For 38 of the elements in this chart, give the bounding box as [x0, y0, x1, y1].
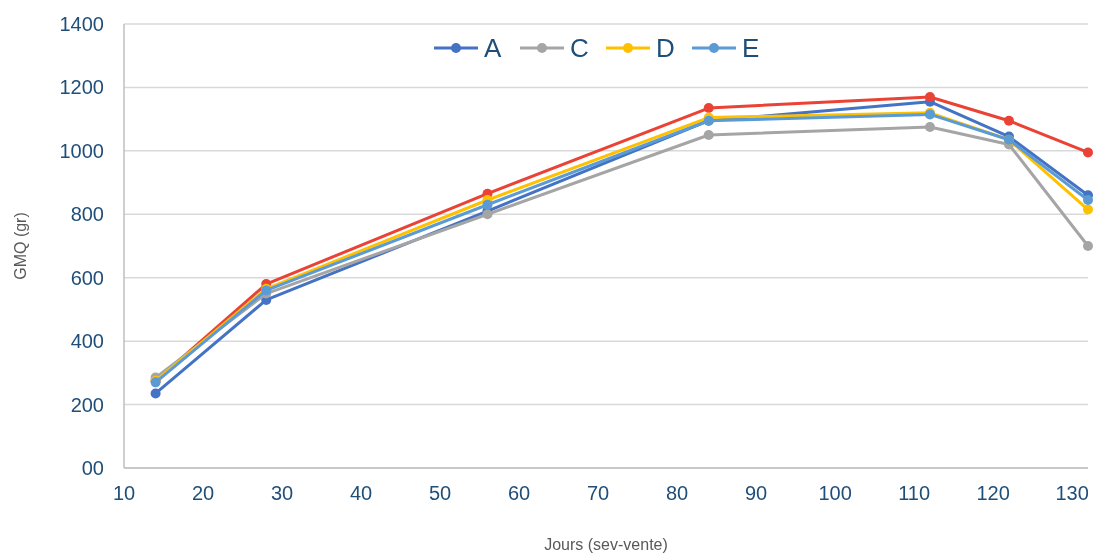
y-axis-title: GMQ (gr) — [12, 212, 29, 280]
x-tick-label: 70 — [586, 482, 610, 504]
x-tick-label: 110 — [898, 482, 931, 504]
legend-label: D — [656, 33, 675, 64]
y-tick-label: 400 — [70, 330, 104, 353]
y-tick-label: 1200 — [59, 76, 104, 99]
y-tick-label: 00 — [81, 457, 104, 479]
point — [150, 388, 161, 399]
y-tick-label: 1400 — [59, 13, 104, 35]
point — [482, 199, 493, 210]
x-tick-label: 120 — [976, 482, 1010, 504]
point — [1083, 241, 1093, 251]
x-tick-label: 10 — [112, 482, 136, 504]
point — [1083, 147, 1093, 158]
point — [703, 103, 714, 114]
point — [1083, 204, 1093, 215]
point — [1003, 115, 1014, 126]
legend-label: A — [484, 33, 502, 64]
x-tick-label: 40 — [349, 482, 373, 504]
y-tick-label: 1000 — [59, 139, 104, 162]
x-tick-label: 100 — [818, 482, 852, 504]
x-tick-label: 130 — [1055, 482, 1089, 504]
x-tick-label: 80 — [665, 482, 689, 504]
x-tick-label: 90 — [745, 482, 768, 504]
y-tick-label: 200 — [70, 393, 104, 416]
x-tick-label: 60 — [507, 482, 531, 504]
x-tick-label: 50 — [428, 482, 452, 504]
y-tick-label: 800 — [70, 203, 104, 226]
legend-label: E — [742, 33, 760, 64]
y-tick-label: 600 — [70, 266, 104, 289]
point — [703, 130, 714, 140]
x-tick-label: 30 — [270, 482, 294, 504]
point — [924, 122, 935, 133]
point — [924, 91, 935, 102]
legend-label: C — [570, 33, 589, 64]
point — [1083, 195, 1093, 206]
x-axis-title: Jours (sev-vente) — [544, 536, 668, 553]
x-tick-label: 20 — [191, 482, 215, 504]
